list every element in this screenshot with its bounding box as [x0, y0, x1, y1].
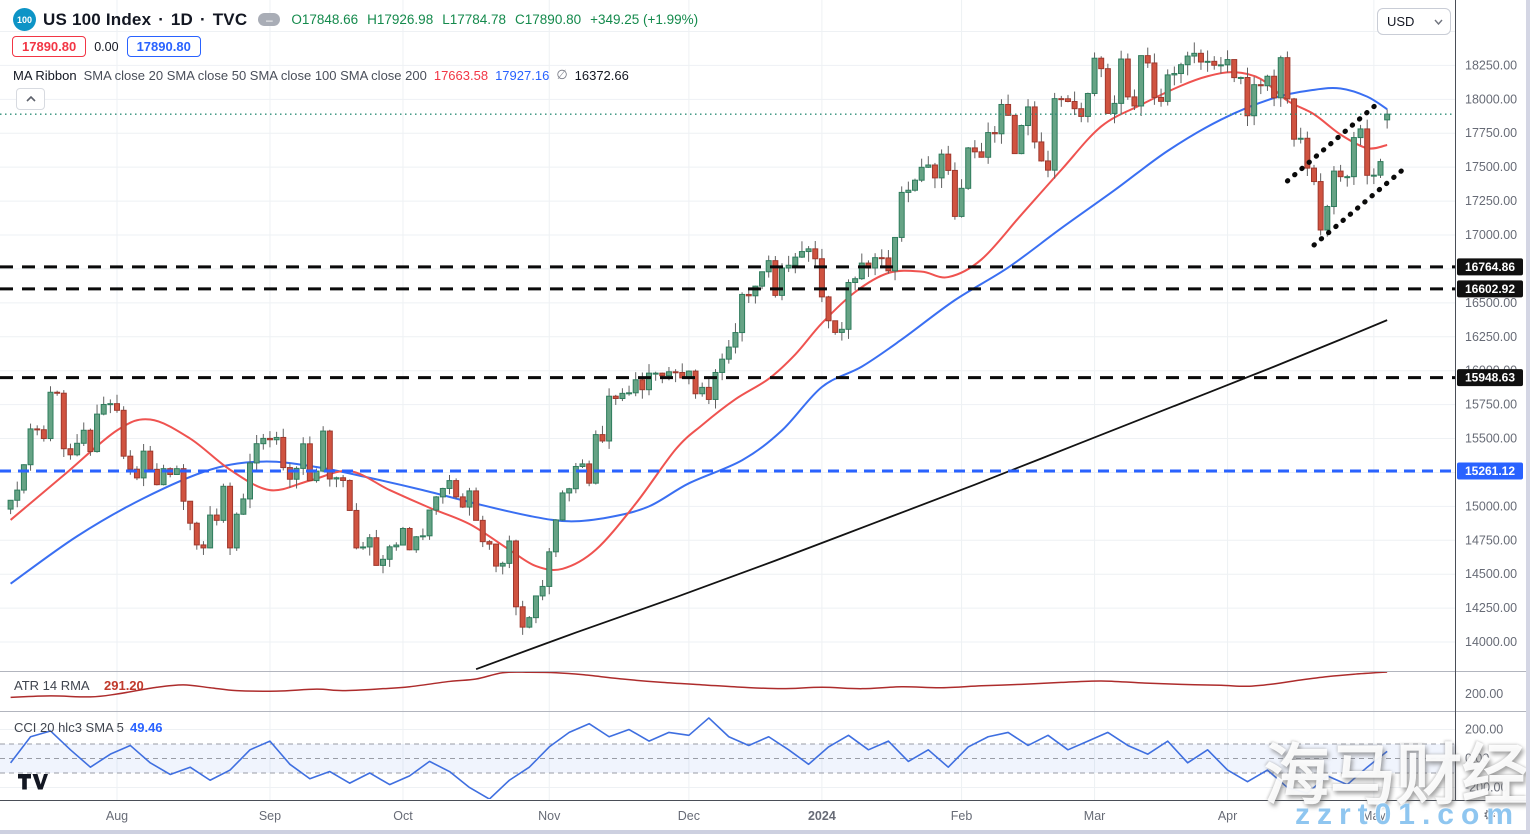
atr-pane	[10, 672, 1388, 699]
price-pane	[7, 42, 1391, 671]
trend-channel[interactable]	[1284, 98, 1410, 248]
page-edge-bottom	[0, 830, 1530, 834]
tradingview-logo-icon[interactable]	[18, 774, 48, 791]
currency-selector[interactable]: USD	[1377, 8, 1451, 35]
minimize-legend-icon[interactable]: –	[258, 13, 281, 26]
low-value: L17784.78	[442, 12, 507, 27]
gridlines	[0, 0, 1455, 800]
price-tick-label: 16500.00	[1465, 296, 1517, 310]
level-badge-text: 15948.63	[1465, 371, 1515, 385]
chevron-up-icon	[25, 96, 36, 102]
sma50-value: 17927.16	[495, 67, 550, 83]
buy-button[interactable]: 17890.80	[126, 36, 201, 57]
month-label: Nov	[538, 809, 561, 823]
watermark-chinese: 海马财经	[1264, 738, 1528, 812]
symbol-title[interactable]: US 100 Index	[43, 9, 152, 29]
watermark-site: zzrt01.com	[1294, 798, 1520, 831]
page-edge-right	[1526, 0, 1530, 834]
level-price-badge	[1457, 258, 1523, 276]
cci-legend-name[interactable]: CCI 20 hlc3 SMA 5	[14, 720, 124, 735]
sma20-value: 17663.58	[433, 67, 489, 83]
cci-legend-value: 49.46	[130, 720, 163, 735]
ohlc-values: O17848.66 H17926.98 L17784.78 C17890.80 …	[291, 12, 698, 27]
atr-legend-name[interactable]: ATR 14 RMA	[14, 678, 90, 693]
price-tick-label: 14500.00	[1465, 567, 1517, 581]
exchange-label: TVC	[212, 9, 248, 29]
time-axis[interactable]: Aug Sep Oct Nov Dec 2024 Feb Mar Apr May	[106, 809, 1387, 823]
indicator-params: SMA close 20 SMA close 50 SMA close 100 …	[83, 67, 427, 83]
price-tick-label: 15750.00	[1465, 398, 1517, 412]
price-tick-label: 17000.00	[1465, 228, 1517, 242]
sma100-value: ∅	[556, 67, 568, 82]
sma20-line	[9, 71, 1388, 571]
high-value: H17926.98	[367, 12, 434, 27]
atr-tick-label: 200.00	[1465, 687, 1503, 701]
chevron-down-icon	[1434, 19, 1443, 25]
currency-label: USD	[1387, 14, 1415, 29]
price-tick-label: 17500.00	[1465, 160, 1517, 174]
sma50-line	[10, 86, 1388, 585]
price-tick-label: 17750.00	[1465, 126, 1517, 140]
price-tick-label: 16250.00	[1465, 330, 1517, 344]
month-label: 2024	[808, 809, 836, 823]
change-value: +349.25 (+1.99%)	[590, 12, 699, 27]
collapse-legend-button[interactable]	[16, 88, 45, 110]
level-price-badge	[1457, 462, 1523, 480]
candles	[7, 42, 1391, 635]
price-tick-label: 14000.00	[1465, 635, 1517, 649]
month-label: Dec	[678, 809, 700, 823]
month-label: Oct	[393, 809, 413, 823]
month-label: Mar	[1084, 809, 1106, 823]
cci-tick-label: 200.00	[1465, 723, 1503, 737]
level-badge-text: 16602.92	[1465, 282, 1515, 296]
month-label: Feb	[951, 809, 973, 823]
month-label: Sep	[259, 809, 281, 823]
sell-button[interactable]: 17890.80	[12, 36, 87, 57]
symbol-header: 100 US 100 Index · 1D · TVC – O17848.66 …	[13, 8, 698, 31]
separator-dot: ·	[158, 9, 164, 29]
month-label: Aug	[106, 809, 128, 823]
buy-sell-panel: 17890.80 0.00 17890.80	[12, 36, 201, 57]
separator-dot: ·	[200, 9, 206, 29]
price-tick-label: 14250.00	[1465, 601, 1517, 615]
price-tick-label: 15000.00	[1465, 499, 1517, 513]
sma200-value: 16372.66	[574, 67, 629, 83]
indicator-name: MA Ribbon	[13, 67, 77, 83]
level-badge-text: 15261.12	[1465, 464, 1515, 478]
month-label: May	[1362, 809, 1386, 823]
close-value: C17890.80	[515, 12, 582, 27]
cci-tick-label: 0.00	[1465, 752, 1489, 766]
cci-tick-label: -200.00	[1465, 780, 1507, 794]
price-tick-label: 14750.00	[1465, 533, 1517, 547]
price-tick-label: 18000.00	[1465, 92, 1517, 106]
price-tick-label: 15500.00	[1465, 432, 1517, 446]
spread-value: 0.00	[94, 39, 119, 54]
price-tick-label: 17250.00	[1465, 194, 1517, 208]
pane-legends: ATR 14 RMA 291.20 CCI 20 hlc3 SMA 5 49.46	[14, 678, 163, 735]
level-badge-text: 16764.86	[1465, 260, 1515, 274]
atr-legend-value: 291.20	[104, 678, 144, 693]
level-price-badge	[1457, 369, 1523, 387]
price-tick-label: 18250.00	[1465, 58, 1517, 72]
gear-icon[interactable]: ⚙	[1483, 807, 1497, 824]
sma200-line	[475, 319, 1388, 671]
cci-pane	[0, 717, 1455, 799]
price-axis[interactable]: 18250.00 18000.00 17750.00 17500.00 17250.00…	[1457, 58, 1523, 794]
open-value: O17848.66	[291, 12, 359, 27]
month-label: Apr	[1218, 809, 1237, 823]
symbol-logo-icon[interactable]: 100	[13, 8, 36, 31]
timeframe-label[interactable]: 1D	[170, 9, 194, 29]
ma-ribbon-legend[interactable]: MA Ribbon SMA close 20 SMA close 50 SMA …	[13, 67, 629, 83]
support-resistance-lines[interactable]	[0, 265, 1455, 473]
level-price-badge	[1457, 280, 1523, 298]
